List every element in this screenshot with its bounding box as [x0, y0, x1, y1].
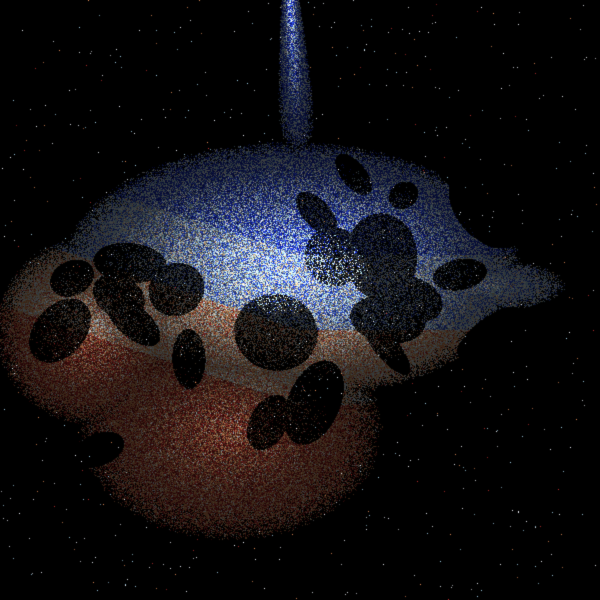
- fireworks-scene: [0, 0, 600, 600]
- firework-canvas: [0, 0, 600, 600]
